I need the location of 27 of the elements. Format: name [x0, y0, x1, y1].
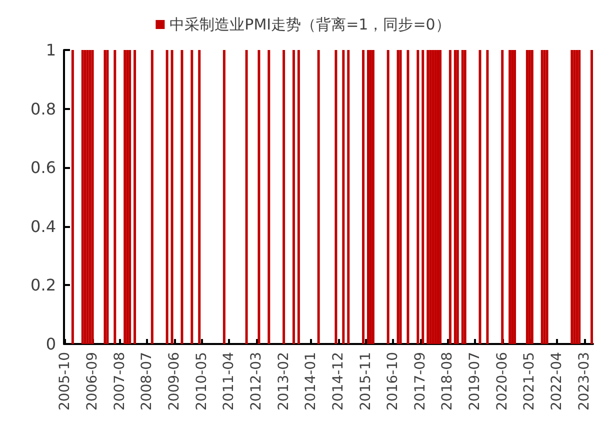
- y-tick-label: 1: [46, 40, 56, 60]
- x-tick-label: 2005-10: [57, 352, 74, 410]
- x-tick-label: 2017-09: [412, 352, 428, 410]
- x-tick-label: 2021-05: [522, 352, 538, 410]
- x-tick-label: 2018-08: [440, 352, 456, 410]
- x-tick-label: 2008-07: [139, 352, 156, 410]
- y-tick-label: 0: [46, 334, 56, 354]
- x-tick-label: 2022-04: [548, 352, 565, 410]
- x-tick-label: 2014-01: [303, 352, 320, 410]
- x-tick-label: 2020-06: [494, 352, 510, 410]
- x-tick-label: 2014-12: [330, 352, 346, 410]
- y-tick-label: 0.6: [30, 158, 56, 178]
- y-tick-label: 0.2: [30, 276, 56, 295]
- x-tick-label: 2010-05: [194, 352, 210, 410]
- x-tick-label: 2023-03: [576, 352, 592, 410]
- x-tick-label: 2015-11: [358, 352, 374, 410]
- x-tick-label: 2019-07: [467, 352, 484, 410]
- y-tick-label: 0.4: [30, 216, 56, 236]
- x-tick-label: 2009-06: [166, 352, 183, 410]
- x-tick-label: 2007-08: [112, 352, 128, 410]
- x-tick-label: 2006-09: [84, 352, 101, 410]
- x-tick-label: 2013-02: [276, 352, 292, 410]
- x-tick-label: 2011-04: [221, 352, 238, 410]
- x-tick-label: 2016-10: [385, 352, 402, 410]
- y-tick-label: 0.8: [30, 99, 56, 118]
- legend-label: 中采制造业PMI走势（背离=1，同步=0）: [170, 16, 450, 34]
- x-tick-label: 2012-03: [248, 352, 264, 410]
